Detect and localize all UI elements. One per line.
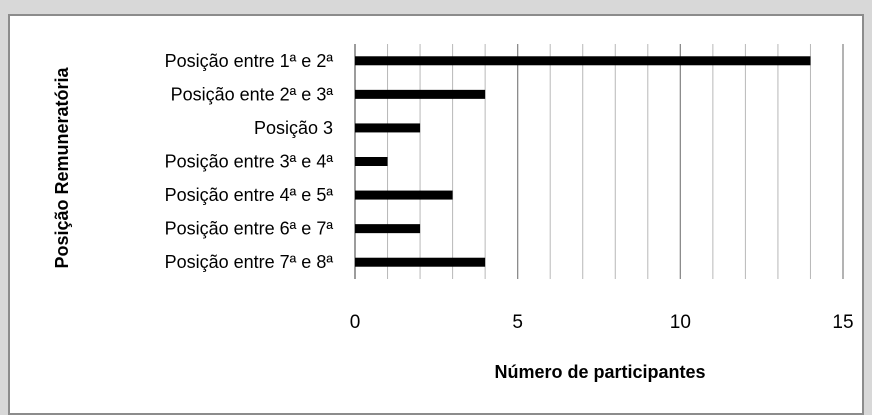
bar-1 bbox=[355, 56, 811, 66]
category-label: Posição entre 7ª e 8ª bbox=[165, 252, 334, 272]
bars bbox=[355, 56, 811, 267]
x-tick-label: 5 bbox=[512, 312, 523, 333]
category-label: Posição 3 bbox=[254, 118, 333, 138]
category-label: Posição entre 3ª e 4ª bbox=[165, 152, 334, 172]
category-label: Posição entre 1ª e 2ª bbox=[165, 51, 334, 71]
x-tick-label: 10 bbox=[670, 312, 691, 333]
x-tick-label: 15 bbox=[832, 312, 853, 333]
x-axis-title: Número de participantes bbox=[494, 362, 705, 382]
category-label: Posição entre 4ª e 5ª bbox=[165, 185, 334, 205]
y-axis-title: Posição Remuneratória bbox=[52, 66, 72, 268]
chart-frame bbox=[8, 14, 864, 415]
bar-4 bbox=[355, 157, 388, 166]
gridlines bbox=[354, 44, 844, 279]
x-tick-labels: 0 5 10 15 bbox=[350, 312, 854, 333]
category-labels: Posição entre 1ª e 2ª Posição ente 2ª e 3… bbox=[165, 51, 334, 272]
x-tick-label: 0 bbox=[350, 312, 361, 333]
category-label: Posição entre 6ª e 7ª bbox=[165, 219, 334, 239]
bar-2 bbox=[355, 89, 486, 99]
bar-3 bbox=[355, 123, 421, 133]
bar-6 bbox=[355, 224, 421, 234]
bar-7 bbox=[355, 257, 486, 267]
bar-5 bbox=[355, 190, 453, 200]
category-label: Posição ente 2ª e 3ª bbox=[171, 84, 334, 104]
